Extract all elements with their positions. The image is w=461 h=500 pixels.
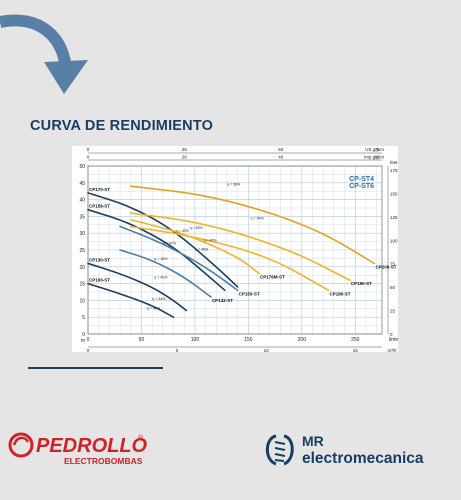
- pedrollo-subtitle: ELECTROBOMBAS: [64, 456, 143, 466]
- series-line-cp176m-st: [129, 218, 260, 275]
- series-line-cp158-st: [87, 208, 226, 292]
- usgpm-tick-label: 0: [87, 147, 90, 152]
- pedrollo-wordmark: PEDROLLO: [36, 435, 148, 457]
- series-line-cp100-st: [87, 282, 175, 318]
- x-tick-label: 0: [87, 337, 90, 343]
- x-axis-label: l/min: [389, 337, 398, 343]
- mr-electromecanica-logo: MR electromecanica: [265, 433, 424, 467]
- feet-tick-label: 125: [390, 215, 398, 220]
- y-tick-label: 35: [79, 214, 85, 220]
- x-tick-label: 50: [139, 337, 145, 343]
- efficiency-label: η = 40%: [154, 275, 168, 279]
- pedrollo-logo: PEDROLLO ® ELECTROBOMBAS: [8, 432, 148, 466]
- feet-tick-label: 75: [390, 262, 396, 267]
- page-title: CURVA DE RENDIMIENTO: [30, 118, 214, 134]
- y-axis-label: m: [81, 338, 85, 344]
- feet-tick-label: 0: [390, 332, 393, 337]
- y-tick-label: 10: [79, 298, 85, 304]
- x-tick-label: 250: [351, 337, 360, 343]
- series-line-cp150-st: [119, 225, 239, 292]
- y-tick-label: 25: [79, 248, 85, 254]
- efficiency-label: η = 40%: [147, 306, 161, 310]
- series-line-cp200-st: [129, 185, 376, 265]
- usgpm-tick-label: 25: [182, 147, 188, 152]
- efficiency-label: η = 54%: [251, 217, 265, 221]
- y-tick-label: 30: [79, 231, 85, 237]
- feet-tick-label: 100: [390, 238, 398, 243]
- feet-tick-label: 175: [390, 168, 398, 173]
- electromecanica-wordmark: electromecanica: [302, 450, 424, 467]
- feet-tick-label: 25: [390, 309, 396, 314]
- m3h-tick-label: 5: [176, 348, 179, 352]
- efficiency-label: η = 47%: [163, 241, 177, 245]
- impgpm-label: Imp g.p.m: [364, 155, 384, 160]
- m3h-tick-label: 10: [264, 348, 270, 352]
- series-line-cp130-st: [87, 262, 188, 312]
- feet-axis-label: feet: [390, 160, 398, 165]
- y-tick-label: 50: [79, 164, 85, 170]
- series-label: CP158-ST: [89, 204, 110, 209]
- series-label: CP200-ST: [376, 264, 397, 269]
- x-tick-label: 100: [191, 337, 200, 343]
- chart-title: CP-ST4: [349, 176, 374, 183]
- feet-tick-label: 50: [390, 285, 396, 290]
- efficiency-label: η = 38%: [154, 257, 168, 261]
- series-line-cp180-st: [129, 225, 330, 292]
- series-label: CP190-ST: [351, 281, 372, 286]
- mr-wordmark: MR: [302, 433, 324, 449]
- pedrollo-swirl-icon: [8, 432, 34, 458]
- usgpm-tick-label: 75: [375, 147, 381, 152]
- y-tick-label: 5: [82, 315, 85, 321]
- impgpm-tick-label: 0: [87, 155, 90, 160]
- chart-background: [72, 146, 398, 352]
- impgpm-tick-label: 60: [375, 155, 381, 160]
- efficiency-label: η = 58%: [227, 183, 241, 187]
- efficiency-label: η = 44%: [152, 297, 166, 301]
- efficiency-label: η = 53%: [190, 226, 204, 230]
- efficiency-label: η = 46%: [203, 238, 217, 242]
- y-tick-label: 15: [79, 282, 85, 288]
- y-tick-label: 40: [79, 198, 85, 204]
- m3h-axis-label: m³/h: [388, 348, 397, 352]
- y-tick-label: 45: [79, 181, 85, 187]
- series-label: CP130-ST: [89, 257, 110, 262]
- series-label: CP180-ST: [330, 291, 351, 296]
- efficiency-label: η = 43%: [176, 229, 190, 233]
- m3h-tick-label: 0: [87, 348, 90, 352]
- curved-arrow-icon: [0, 14, 88, 94]
- series-label: CP150-ST: [239, 291, 260, 296]
- plot-frame: [87, 165, 383, 335]
- impgpm-tick-label: 40: [278, 155, 284, 160]
- series-label: CP100-ST: [89, 278, 110, 283]
- series-label: CP170-ST: [89, 187, 110, 192]
- divider-line: [28, 367, 163, 369]
- efficiency-label: η = 48%: [195, 248, 209, 252]
- usgpm-tick-label: 50: [278, 147, 284, 152]
- series-label: CP132-ST: [212, 298, 233, 303]
- series-label: CP176M-ST: [260, 275, 285, 280]
- wrench-screw-icon: [265, 434, 294, 466]
- y-tick-label: 0: [82, 332, 85, 338]
- m3h-tick-label: 15: [353, 348, 359, 352]
- y-tick-label: 20: [79, 265, 85, 271]
- pedrollo-registered: ®: [138, 434, 144, 442]
- series-line-cp132-st: [119, 249, 212, 298]
- chart-title: CP-ST6: [349, 183, 374, 190]
- usgpm-label: US g.p.m: [365, 147, 384, 152]
- x-tick-label: 150: [244, 337, 253, 343]
- series-line-cp190-st: [129, 212, 351, 282]
- impgpm-tick-label: 20: [182, 155, 188, 160]
- x-tick-label: 200: [298, 337, 307, 343]
- feet-tick-label: 150: [390, 191, 398, 196]
